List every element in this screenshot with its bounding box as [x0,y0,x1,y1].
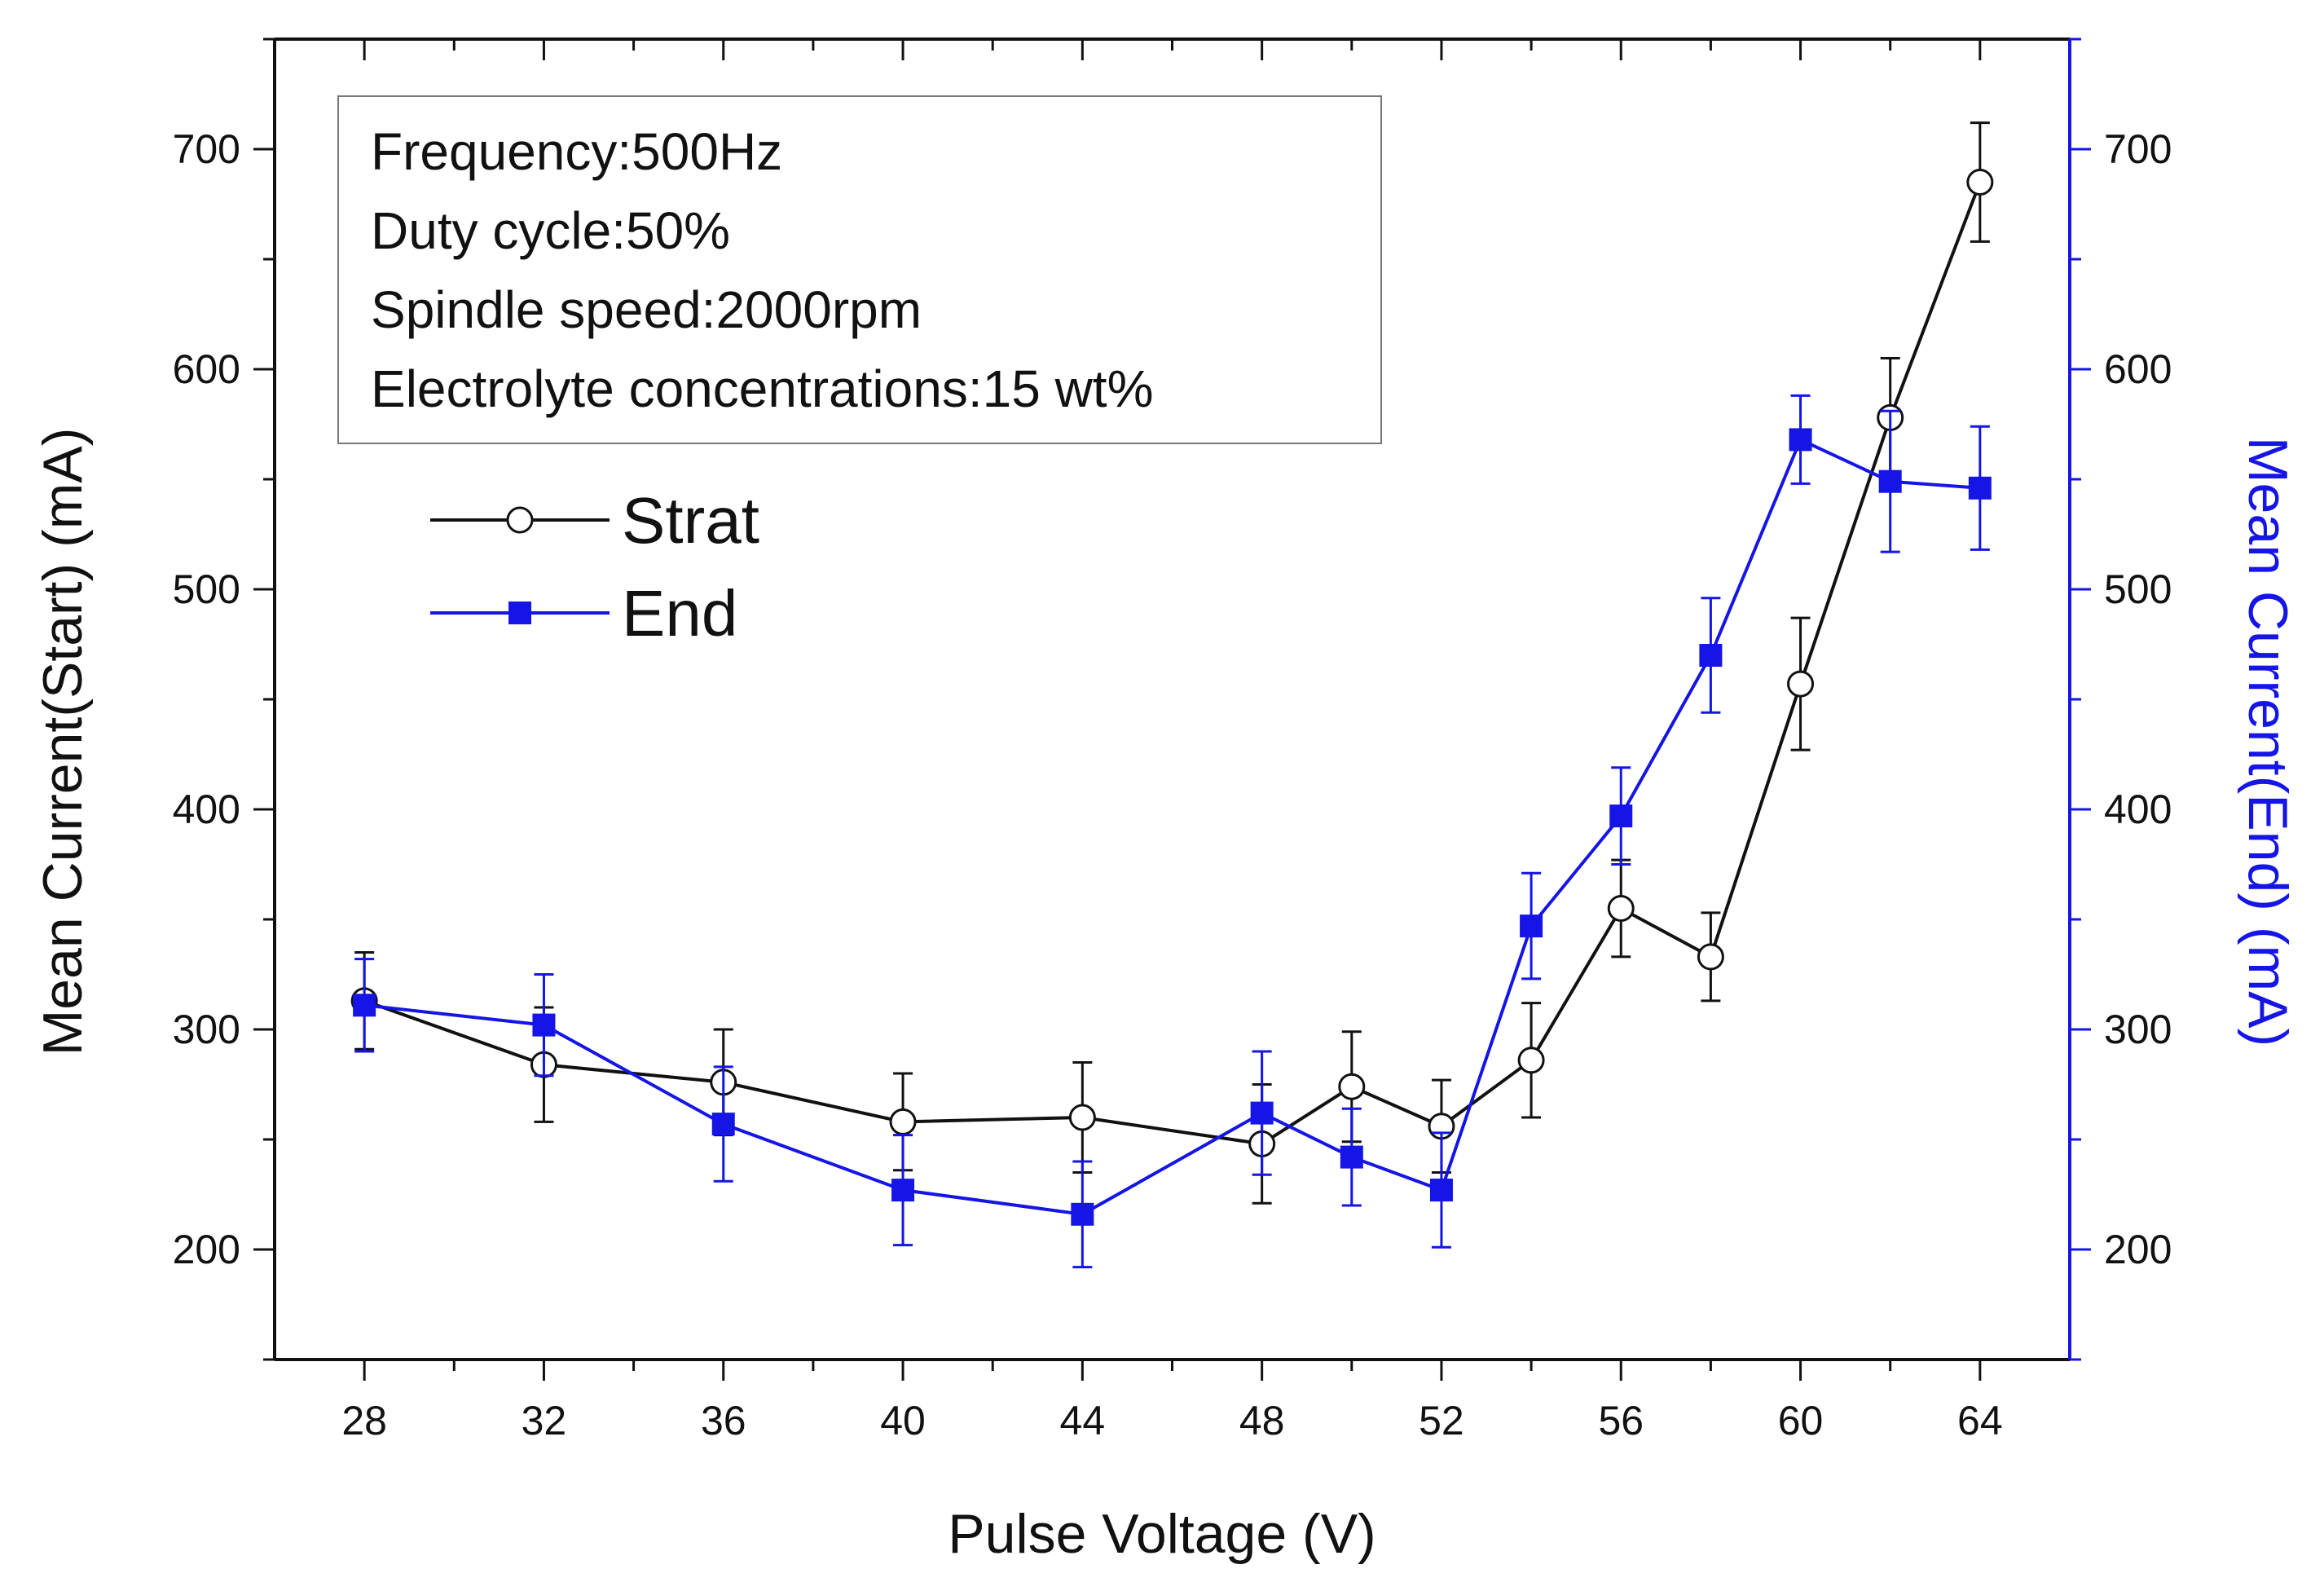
x-tick-label: 32 [522,1398,567,1443]
x-tick-label: 40 [880,1398,926,1443]
series-line-end [363,438,1980,1216]
y-right-tick-label: 600 [2104,346,2172,392]
data-point-end [1878,469,1902,493]
y-right-tick-label: 500 [2104,566,2172,612]
y-left-tick-label: 700 [173,126,240,172]
y-right-tick-label: 300 [2104,1007,2172,1052]
y-right-tick-label: 400 [2104,787,2172,832]
x-tick-label: 28 [341,1398,387,1443]
data-point-end [1789,428,1812,452]
x-axis-title: Pulse Voltage (V) [948,1503,1375,1565]
data-point-end [532,1013,556,1037]
data-point-end [1968,476,1992,500]
data-point-end [711,1113,735,1136]
y-axis-right-title: Mean Current(End) (mA) [2237,437,2299,1047]
legend-entry-end: End [430,577,737,650]
data-point-end [1609,804,1633,828]
x-tick-label: 64 [1957,1398,2003,1443]
annotation-frame [337,95,1382,444]
y-left-tick-label: 200 [173,1227,240,1272]
data-point-end [1340,1145,1363,1169]
x-axis: 28 32 36 40 44 48 52 56 60 64 [341,39,2003,1443]
y-axis-left: 200 300 400 500 600 700 [173,37,275,1361]
annotation-line: Spindle speed:2000rpm [371,280,922,339]
x-tick-label: 56 [1598,1398,1644,1443]
y-left-tick-label: 400 [173,787,240,832]
data-point-strat [1517,1047,1545,1074]
data-point-strat [1787,670,1815,698]
y-axis-right: 200 300 400 500 600 700 [2070,37,2172,1361]
annotation-box: Frequency:500Hz Duty cycle:50% Spindle s… [337,95,1382,444]
y-right-tick-label: 700 [2104,126,2172,172]
data-point-strat [1697,943,1724,971]
series-layer [350,121,1994,1269]
x-tick-label: 52 [1419,1398,1464,1443]
legend-label-strat: Strat [622,484,759,557]
annotation-line: Electrolyte concentrations:15 wt% [371,359,1153,418]
annotation-line: Frequency:500Hz [371,122,782,181]
data-point-strat [889,1108,917,1135]
legend-marker-end [508,602,531,624]
legend: Strat End [430,484,759,650]
data-point-strat [1966,169,1994,196]
x-tick-label: 48 [1239,1398,1285,1443]
data-point-end [1520,914,1543,938]
data-point-strat [1607,895,1635,922]
data-point-end [353,994,376,1017]
x-tick-label: 60 [1778,1398,1824,1443]
y-left-tick-label: 300 [173,1007,240,1052]
data-point-strat [1338,1073,1366,1100]
legend-label-end: End [622,577,737,650]
y-left-tick-label: 500 [173,566,240,612]
data-point-end [1429,1179,1453,1202]
x-tick-label: 36 [701,1398,746,1443]
data-point-strat [1068,1104,1096,1131]
y-left-tick-label: 600 [173,346,240,392]
data-point-end [1071,1202,1094,1226]
series-line-strat [363,181,1982,1146]
y-right-tick-label: 200 [2104,1227,2172,1272]
legend-entry-strat: Strat [430,484,759,557]
data-point-end [1699,644,1723,667]
x-tick-label: 44 [1060,1398,1106,1443]
annotation-line: Duty cycle:50% [371,201,730,260]
data-point-end [1250,1101,1274,1125]
data-point-end [891,1179,915,1202]
y-axis-left-title: Mean Current(Start) (mA) [32,428,94,1056]
series-end [353,394,1992,1269]
legend-marker-strat [506,506,534,534]
